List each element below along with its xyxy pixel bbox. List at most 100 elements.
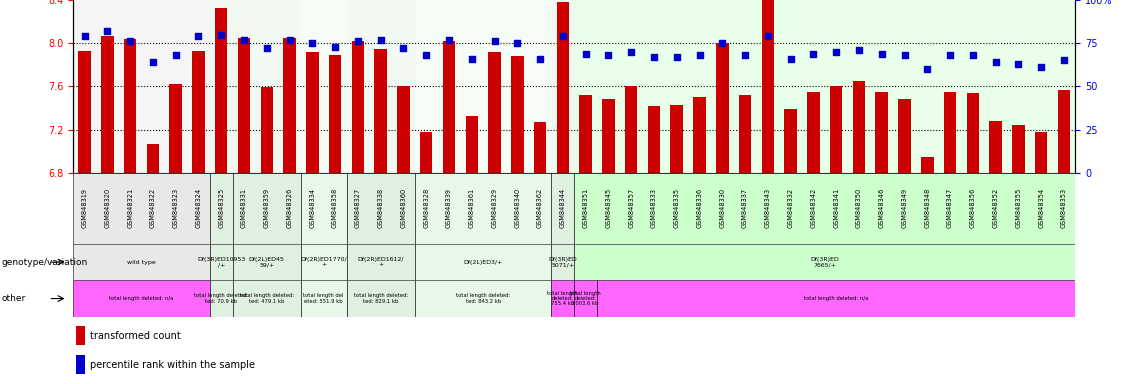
Bar	[1012, 125, 1025, 173]
Text: GSM848334: GSM848334	[310, 188, 315, 228]
Bar	[73, 173, 209, 244]
Text: Df(2R)ED1770/
+: Df(2R)ED1770/ +	[301, 257, 347, 267]
Point	[964, 52, 982, 58]
Point	[372, 37, 390, 43]
Text: GSM848338: GSM848338	[377, 188, 384, 228]
Bar	[233, 0, 301, 173]
Bar	[716, 43, 729, 173]
Text: genotype/variation: genotype/variation	[1, 258, 88, 266]
Bar	[329, 55, 341, 173]
Bar	[215, 8, 227, 173]
Point	[1055, 58, 1073, 64]
Bar	[75, 326, 84, 345]
Text: Df(3R)ED
5071/+: Df(3R)ED 5071/+	[548, 257, 578, 267]
Text: total length del
eted: 551.9 kb: total length del eted: 551.9 kb	[304, 293, 343, 304]
Text: GSM848323: GSM848323	[172, 188, 179, 228]
Bar	[830, 86, 842, 173]
Text: GSM848361: GSM848361	[468, 188, 475, 228]
Bar	[193, 51, 205, 173]
Bar	[169, 84, 182, 173]
Bar	[101, 36, 114, 173]
Text: Df(3R)ED
7665/+: Df(3R)ED 7665/+	[811, 257, 839, 267]
Text: GSM848356: GSM848356	[969, 188, 976, 228]
Bar	[124, 39, 136, 173]
Bar	[807, 92, 820, 173]
Text: GSM848331: GSM848331	[241, 188, 247, 228]
Bar	[414, 280, 552, 317]
Text: GSM848354: GSM848354	[1038, 188, 1044, 228]
Bar	[233, 244, 301, 280]
Text: GSM848347: GSM848347	[947, 188, 953, 228]
Point	[599, 52, 617, 58]
Bar	[552, 173, 574, 244]
Bar	[876, 92, 888, 173]
Bar	[489, 52, 501, 173]
Bar	[375, 49, 387, 173]
Text: GSM848357: GSM848357	[628, 188, 634, 228]
Bar	[347, 0, 414, 173]
Bar	[301, 244, 347, 280]
Text: GSM848339: GSM848339	[446, 188, 452, 228]
Bar	[414, 244, 552, 280]
Bar	[852, 81, 865, 173]
Point	[986, 59, 1004, 65]
Point	[850, 47, 868, 53]
Text: total length deleted:
ted: 829.1 kb: total length deleted: ted: 829.1 kb	[354, 293, 408, 304]
Text: GSM848337: GSM848337	[742, 188, 748, 228]
Bar	[552, 280, 574, 317]
Text: GSM848346: GSM848346	[878, 188, 885, 228]
Bar	[284, 38, 296, 173]
Text: GSM848340: GSM848340	[515, 188, 520, 228]
Bar	[534, 122, 546, 173]
Text: GSM848329: GSM848329	[492, 188, 498, 228]
Point	[690, 52, 708, 58]
Bar	[75, 355, 84, 374]
Bar	[739, 95, 751, 173]
Text: total length deleted: n/a: total length deleted: n/a	[109, 296, 173, 301]
Text: Df(2R)ED1612/
+: Df(2R)ED1612/ +	[357, 257, 404, 267]
Bar	[602, 99, 615, 173]
Text: GSM848335: GSM848335	[673, 188, 680, 228]
Bar	[625, 86, 637, 173]
Bar	[761, 0, 774, 173]
Text: GSM848351: GSM848351	[582, 188, 589, 228]
Bar	[556, 2, 569, 173]
Point	[280, 37, 298, 43]
Text: total length deleted:
ted: 843.2 kb: total length deleted: ted: 843.2 kb	[456, 293, 510, 304]
Bar	[574, 173, 1075, 244]
Bar	[351, 41, 364, 173]
Text: total length deleted: n/a: total length deleted: n/a	[804, 296, 868, 301]
Text: GSM848332: GSM848332	[787, 188, 794, 228]
Bar	[574, 244, 1075, 280]
Point	[463, 56, 481, 62]
Text: GSM848321: GSM848321	[127, 188, 133, 228]
Point	[1009, 61, 1027, 67]
Text: GSM848348: GSM848348	[924, 188, 930, 228]
Point	[349, 38, 367, 45]
Point	[713, 40, 731, 46]
Point	[623, 49, 641, 55]
Bar	[73, 244, 209, 280]
Point	[531, 56, 549, 62]
Text: GSM848326: GSM848326	[286, 188, 293, 228]
Text: GSM848343: GSM848343	[765, 188, 771, 228]
Bar	[899, 99, 911, 173]
Text: GSM848359: GSM848359	[263, 188, 270, 228]
Point	[873, 50, 891, 56]
Bar	[966, 93, 980, 173]
Bar	[785, 109, 797, 173]
Bar	[260, 88, 272, 173]
Point	[736, 52, 754, 58]
Text: GSM848362: GSM848362	[537, 188, 543, 228]
Text: GSM848341: GSM848341	[833, 188, 839, 228]
Bar	[921, 157, 933, 173]
Bar	[79, 51, 91, 173]
Point	[828, 49, 846, 55]
Point	[485, 38, 503, 45]
Bar	[301, 0, 347, 173]
Bar	[233, 280, 301, 317]
Text: GSM848327: GSM848327	[355, 188, 361, 228]
Point	[303, 40, 321, 46]
Bar	[420, 132, 432, 173]
Text: GSM848325: GSM848325	[218, 188, 224, 228]
